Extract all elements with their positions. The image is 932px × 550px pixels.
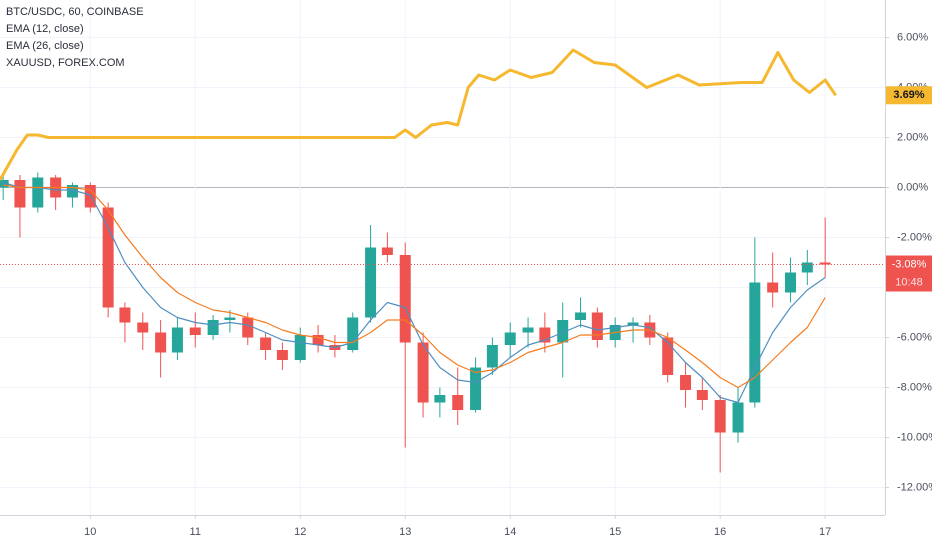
y-tick-label: -8.00% (897, 381, 932, 393)
candle-body (242, 317, 254, 338)
x-tick-label: 17 (819, 526, 831, 538)
x-tick-label: 12 (294, 526, 306, 538)
line-series (0, 48, 837, 181)
legend-main: BTC/USDC, 60, COINBASE (6, 6, 144, 18)
candle-body (260, 337, 272, 350)
candle-body (522, 327, 534, 333)
candle-body (84, 185, 96, 208)
x-tick-label: 13 (399, 526, 411, 538)
candle-body (137, 322, 149, 333)
candle-body (14, 180, 26, 208)
candle-body (470, 367, 482, 410)
candle-body (819, 262, 831, 265)
last-price-label: -3.08% (892, 258, 927, 270)
y-tick-label: -12.00% (897, 481, 932, 493)
candle-body (155, 332, 167, 353)
candle-body (294, 335, 306, 360)
x-tick-label: 16 (714, 526, 726, 538)
candle-body (381, 247, 393, 255)
candle-body (189, 327, 201, 335)
candle-body (749, 282, 761, 403)
candle-body (785, 272, 797, 293)
x-tick-label: 11 (190, 526, 201, 538)
candle-body (399, 255, 411, 343)
candle-body (171, 327, 183, 353)
y-tick-label: -2.00% (897, 231, 932, 243)
candle-body (714, 400, 726, 433)
candle-body (557, 320, 569, 343)
candle-body (32, 177, 44, 208)
candle-body (312, 335, 324, 345)
countdown-box (886, 273, 932, 292)
candle-body (276, 350, 288, 360)
line-series (2, 181, 826, 404)
candle-body (662, 337, 674, 375)
candle-body (207, 320, 219, 335)
y-tick-label: 6.00% (897, 31, 928, 43)
x-tick-label: 15 (609, 526, 621, 538)
last-price-box (886, 255, 932, 274)
plot (0, 48, 885, 473)
candle-body (119, 307, 131, 323)
candle-body (680, 375, 692, 390)
candle-body (224, 317, 236, 320)
candle-body (801, 262, 813, 273)
candle-body (102, 207, 114, 308)
candle-body (591, 312, 603, 340)
candle-body (504, 332, 516, 345)
legend-gold: XAUUSD, FOREX.COM (6, 57, 125, 69)
candle-body (417, 342, 429, 403)
y-tick-label: -10.00% (897, 431, 932, 443)
candle-body (434, 395, 446, 403)
y-tick-label: -6.00% (897, 331, 932, 343)
candle-body (732, 402, 744, 433)
candle-body (66, 185, 78, 198)
candle-body (452, 395, 464, 410)
x-tick-label: 10 (84, 526, 96, 538)
legend-ema12: EMA (12, close) (6, 23, 84, 35)
candle-body (347, 317, 359, 350)
line-series (3, 184, 826, 389)
y-tick-label: 2.00% (897, 131, 928, 143)
gold-value-box (886, 86, 932, 105)
candle-body (575, 312, 587, 320)
candle-body (539, 327, 551, 343)
countdown-label: 10:48 (895, 276, 923, 288)
candle-body (0, 180, 9, 188)
candle-body (696, 390, 708, 400)
candle-body (627, 322, 639, 325)
gold-value-label: 3.69% (893, 89, 924, 101)
axis-labels: 6.00%4.00%2.00%0.00%-2.00%-4.00%-6.00%-8… (84, 31, 932, 538)
candle-body (365, 247, 377, 318)
candle-body (767, 282, 779, 293)
legend-ema26: EMA (26, close) (6, 40, 84, 52)
x-tick-label: 14 (504, 526, 516, 538)
y-tick-label: 0.00% (897, 181, 928, 193)
candle-body (486, 345, 498, 368)
